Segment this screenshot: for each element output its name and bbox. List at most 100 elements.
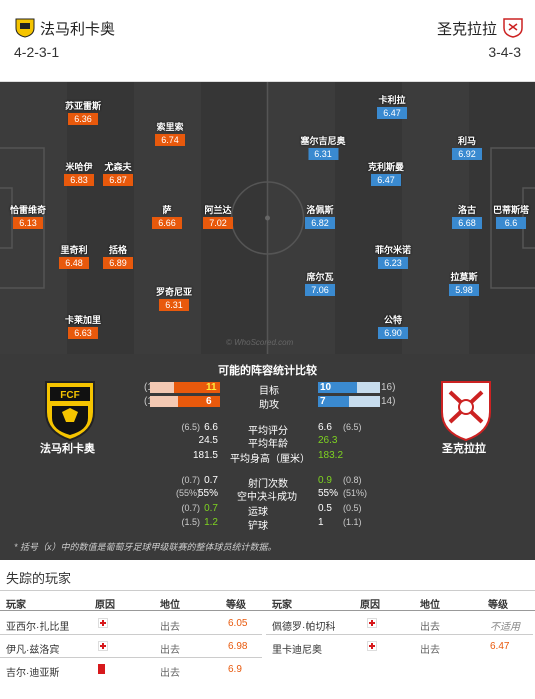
player-rating: 6.66 — [152, 217, 182, 229]
stat-home-paren: (55%) — [175, 488, 200, 498]
stat-home-value: 0.7 — [204, 503, 218, 514]
row-divider — [0, 657, 262, 658]
home-team-crest-icon[interactable] — [14, 16, 36, 38]
red-card-icon — [98, 664, 105, 674]
missing-status: 出去 — [160, 622, 180, 633]
missing-reason — [98, 641, 108, 654]
away-player[interactable]: 巴蒂斯塔 6.6 — [493, 205, 529, 229]
player-name[interactable]: 卡利拉 — [378, 95, 406, 105]
player-name[interactable]: 罗奇尼亚 — [155, 287, 193, 297]
bar-away-fill — [318, 396, 349, 407]
away-player[interactable]: 克利斯曼 6.47 — [368, 162, 404, 186]
away-team-name[interactable]: 圣克拉拉 — [436, 21, 497, 38]
player-rating: 6.83 — [64, 174, 94, 186]
player-name[interactable]: 尤森夫 — [104, 162, 132, 172]
missing-players: 失踪的玩家 玩家 原因 地位 等级 玩家 原因 地位 等级 亚西尔·扎比里 出去 6… — [0, 560, 535, 699]
player-name[interactable]: 公特 — [383, 315, 402, 325]
missing-status: 出去 — [420, 622, 440, 633]
stat-label: 空中决斗成功 — [237, 492, 297, 503]
away-player[interactable]: 公特 6.90 — [378, 315, 408, 339]
stat-label: 平均评分 — [248, 426, 288, 437]
player-name[interactable]: 塞尔吉尼奥 — [300, 136, 346, 146]
stat-label: 射门次数 — [248, 479, 288, 490]
stat-label: 运球 — [248, 507, 268, 518]
player-name[interactable]: 洛古 — [457, 205, 476, 215]
away-player[interactable]: 塞尔吉尼奥 6.31 — [300, 136, 346, 160]
away-player[interactable]: 洛古 6.68 — [452, 205, 482, 229]
player-name[interactable]: 米哈伊 — [65, 162, 93, 172]
injury-icon — [98, 618, 108, 628]
player-name[interactable]: 苏亚雷斯 — [64, 101, 102, 111]
player-rating: 6.23 — [377, 257, 408, 269]
away-player[interactable]: 菲尔米诺 6.23 — [375, 245, 411, 269]
player-name[interactable]: 卡莱加里 — [64, 315, 102, 325]
player-name[interactable]: 阿兰达 — [204, 205, 232, 215]
away-player[interactable]: 席尔瓦 7.06 — [305, 272, 335, 296]
home-player[interactable]: 里奇利 6.48 — [59, 245, 89, 269]
stat-home-paren: (6.5) — [181, 422, 200, 432]
away-team-label: 圣克拉拉 — [442, 443, 486, 455]
away-team-crest-icon[interactable] — [502, 16, 524, 38]
player-rating: 6.90 — [378, 327, 408, 339]
home-player[interactable]: 阿兰达 7.02 — [203, 205, 233, 229]
missing-rating: 6.05 — [228, 618, 248, 629]
missing-player-name[interactable]: 亚西尔·扎比里 — [6, 622, 70, 633]
home-player[interactable]: 萨 6.66 — [152, 205, 182, 229]
player-rating: 6.47 — [377, 107, 407, 119]
player-name[interactable]: 里奇利 — [60, 245, 88, 255]
bar-home-value: 6 — [206, 396, 212, 407]
missing-player-name[interactable]: 里卡迪尼奥 — [272, 645, 322, 656]
svg-text:FCF: FCF — [60, 390, 79, 401]
away-header-rating: 等级 — [488, 600, 508, 611]
missing-player-name[interactable]: 伊凡·兹洛宾 — [6, 645, 60, 656]
bar-away-total: 14) — [381, 396, 396, 407]
player-rating: 6.47 — [370, 174, 401, 186]
home-player[interactable]: 苏亚雷斯 6.36 — [65, 101, 101, 125]
home-player[interactable]: 括格 6.89 — [103, 245, 133, 269]
home-player[interactable]: 恰雷维奇 6.13 — [10, 205, 46, 229]
away-formation: 3-4-3 — [488, 44, 521, 60]
player-rating: 6.92 — [452, 148, 482, 160]
home-player[interactable]: 索里索 6.74 — [155, 122, 185, 146]
player-name[interactable]: 萨 — [162, 205, 172, 215]
missing-player-name[interactable]: 吉尔·迪亚斯 — [6, 668, 60, 679]
home-header-rating: 等级 — [226, 600, 246, 611]
home-player[interactable]: 米哈伊 6.83 — [64, 162, 94, 186]
injury-icon — [367, 618, 377, 628]
home-player[interactable]: 罗奇尼亚 6.31 — [156, 287, 192, 311]
bar-home-fill — [174, 382, 220, 393]
row-divider — [0, 634, 262, 635]
player-rating: 6.31 — [158, 299, 189, 311]
away-header-player: 玩家 — [272, 600, 292, 611]
player-name[interactable]: 席尔瓦 — [306, 272, 334, 282]
home-player[interactable]: 卡莱加里 6.63 — [65, 315, 101, 339]
stat-away-value: 183.2 — [318, 450, 344, 461]
player-name[interactable]: 洛佩斯 — [306, 205, 334, 215]
player-name[interactable]: 巴蒂斯塔 — [492, 205, 530, 215]
away-player[interactable]: 洛佩斯 6.82 — [305, 205, 335, 229]
stat-away-paren: (51%) — [343, 488, 368, 498]
away-player[interactable]: 拉莫斯 5.98 — [449, 272, 479, 296]
stat-away-paren: (1.1) — [343, 517, 362, 527]
stat-home-value: 6.6 — [204, 422, 218, 433]
player-name[interactable]: 拉莫斯 — [450, 272, 478, 282]
home-header-reason: 原因 — [95, 600, 115, 611]
player-name[interactable]: 利马 — [457, 136, 476, 146]
missing-rating: 6.9 — [228, 664, 242, 675]
player-name[interactable]: 恰雷维奇 — [9, 205, 47, 215]
away-header-status: 地位 — [420, 600, 440, 611]
bar-away-total: 16) — [381, 382, 396, 393]
player-rating: 6.48 — [59, 257, 89, 269]
missing-player-name[interactable]: 佩德罗·帕切科 — [272, 622, 336, 633]
away-player[interactable]: 卡利拉 6.47 — [377, 95, 407, 119]
player-rating: 6.13 — [12, 217, 43, 229]
player-name[interactable]: 菲尔米诺 — [374, 245, 412, 255]
player-name[interactable]: 括格 — [108, 245, 127, 255]
stat-home-value: 24.5 — [198, 435, 218, 446]
away-player[interactable]: 利马 6.92 — [452, 136, 482, 160]
home-player[interactable]: 尤森夫 6.87 — [103, 162, 133, 186]
player-name[interactable]: 索里索 — [156, 122, 184, 132]
player-name[interactable]: 克利斯曼 — [367, 162, 405, 172]
home-team-name[interactable]: 法马利卡奥 — [40, 21, 116, 38]
stat-away-value: 0.9 — [318, 475, 332, 486]
